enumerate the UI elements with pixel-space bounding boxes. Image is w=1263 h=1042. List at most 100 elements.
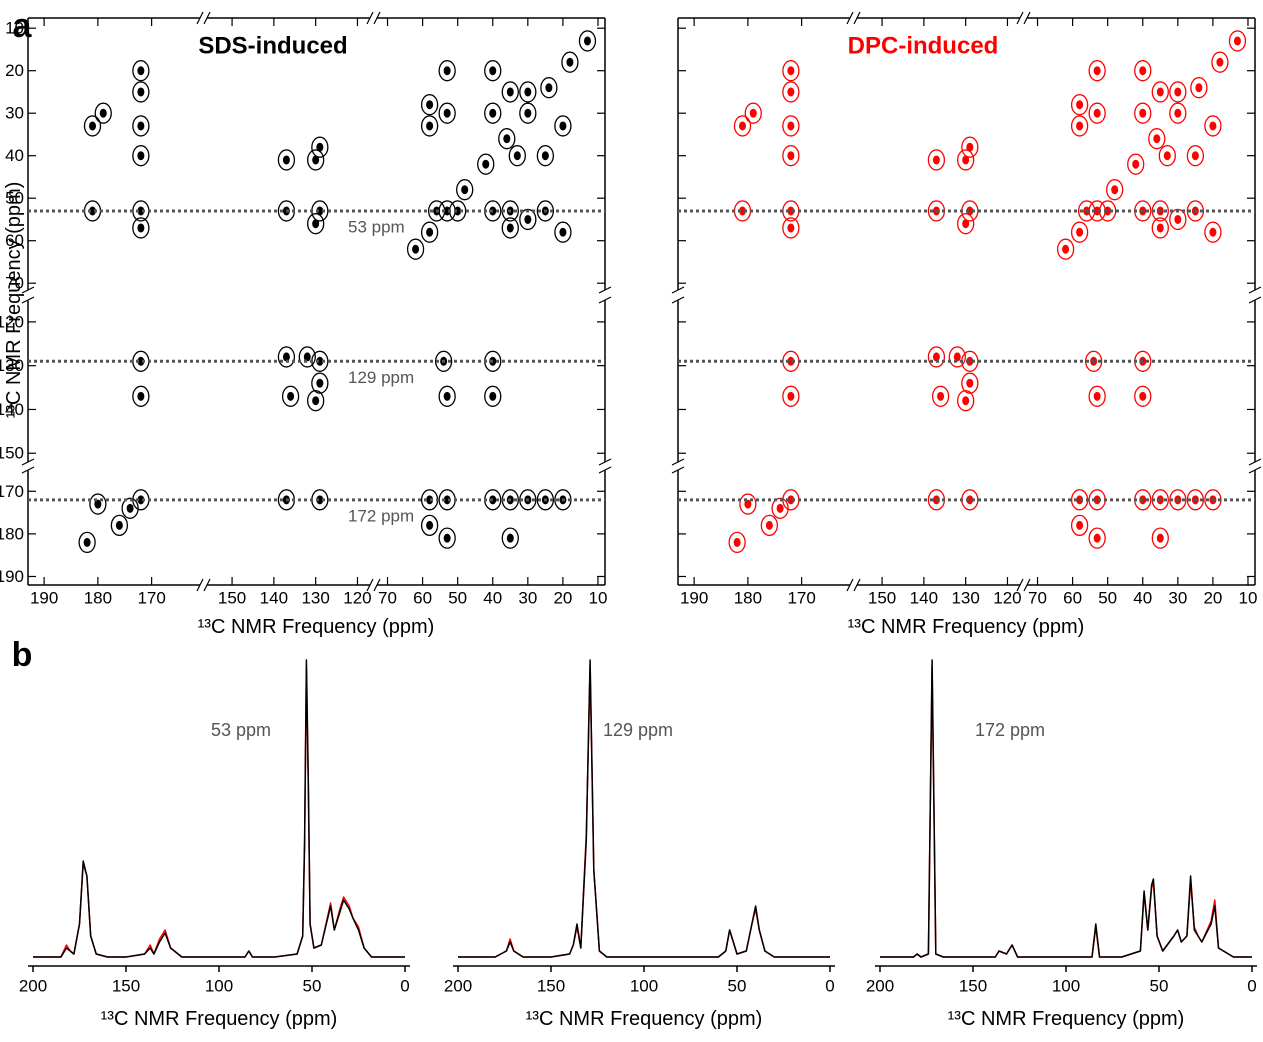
peak-core	[507, 534, 514, 543]
peak-core	[787, 223, 794, 232]
peak-core	[444, 534, 451, 543]
spectrum-line	[458, 666, 830, 957]
peak-core	[787, 151, 794, 160]
peak-core	[287, 392, 294, 401]
peak-core	[1076, 521, 1083, 530]
peak-core	[1076, 121, 1083, 130]
peak-core	[566, 58, 573, 67]
spectrum-line	[33, 660, 405, 957]
peak-core	[503, 134, 510, 143]
peak-core	[933, 155, 940, 164]
peak-core	[559, 121, 566, 130]
x-tick-label: 150	[868, 589, 896, 608]
y-tick-label: 170	[0, 482, 24, 501]
x-tick-label: 30	[1168, 589, 1187, 608]
peak-core	[116, 521, 123, 530]
peak-core	[787, 121, 794, 130]
peak-core	[489, 109, 496, 118]
x-tick-label: 0	[825, 977, 834, 996]
x-tick-label: 120	[343, 589, 371, 608]
peak-core	[426, 521, 433, 530]
x-tick-label: 10	[589, 589, 608, 608]
y-tick-label: 40	[5, 146, 24, 165]
peak-core	[1234, 36, 1241, 45]
peak-core	[316, 379, 323, 388]
peak-core	[1192, 151, 1199, 160]
peak-core	[1062, 245, 1069, 254]
peak-core	[137, 392, 144, 401]
spectrum-line	[458, 660, 830, 957]
panel-letter: b	[12, 636, 33, 674]
peak-core	[962, 219, 969, 228]
y-tick-label: 190	[0, 567, 24, 586]
x-axis-label: ¹³C NMR Frequency (ppm)	[101, 1008, 338, 1030]
peak-core	[426, 121, 433, 130]
slice-label: 172 ppm	[348, 506, 414, 525]
peak-core	[444, 66, 451, 75]
peak-core	[1132, 160, 1139, 169]
panel-title: SDS-induced	[198, 33, 347, 60]
peak-core	[1209, 121, 1216, 130]
spectrum-line	[880, 660, 1252, 957]
x-tick-label: 40	[1133, 589, 1152, 608]
peak-core	[137, 223, 144, 232]
x-tick-label: 50	[1098, 589, 1117, 608]
x-tick-label: 50	[448, 589, 467, 608]
peak-core	[1157, 223, 1164, 232]
peak-core	[739, 121, 746, 130]
x-tick-label: 50	[1150, 977, 1169, 996]
x-tick-label: 100	[1052, 977, 1080, 996]
peak-core	[937, 392, 944, 401]
peak-core	[489, 392, 496, 401]
peak-core	[461, 185, 468, 194]
peak-core	[507, 87, 514, 96]
page: {"chart_data": [ {"type": "contour2d", "…	[0, 0, 1263, 1037]
peak-core	[316, 143, 323, 152]
x-tick-label: 100	[205, 977, 233, 996]
peak-core	[1139, 109, 1146, 118]
peak-core	[426, 100, 433, 109]
peak-core	[559, 228, 566, 237]
x-tick-label: 200	[444, 977, 472, 996]
x-axis-label: ¹³C NMR Frequency (ppm)	[848, 616, 1085, 638]
peak-core	[489, 66, 496, 75]
peak-core	[1174, 215, 1181, 224]
x-tick-label: 190	[680, 589, 708, 608]
peak-core	[787, 392, 794, 401]
x-tick-label: 190	[30, 589, 58, 608]
x-tick-label: 0	[1247, 977, 1256, 996]
slice-annotation: 129 ppm	[603, 720, 673, 740]
peak-core	[1076, 228, 1083, 237]
peak-core	[100, 109, 107, 118]
peak-core	[1209, 228, 1216, 237]
peak-core	[127, 504, 134, 513]
slice-label: 129 ppm	[348, 368, 414, 387]
x-tick-label: 180	[84, 589, 112, 608]
x-tick-label: 70	[1028, 589, 1047, 608]
peak-core	[545, 83, 552, 92]
peak-core	[524, 215, 531, 224]
x-tick-label: 150	[218, 589, 246, 608]
x-tick-label: 70	[378, 589, 397, 608]
peak-core	[777, 504, 784, 513]
x-tick-label: 100	[630, 977, 658, 996]
peak-core	[444, 109, 451, 118]
peak-core	[1094, 109, 1101, 118]
peak-core	[137, 151, 144, 160]
x-tick-label: 150	[537, 977, 565, 996]
x-tick-label: 200	[866, 977, 894, 996]
x-tick-label: 200	[19, 977, 47, 996]
peak-core	[787, 66, 794, 75]
x-tick-label: 30	[518, 589, 537, 608]
x-tick-label: 170	[137, 589, 165, 608]
peak-core	[750, 109, 757, 118]
peak-core	[734, 538, 741, 547]
x-tick-label: 50	[303, 977, 322, 996]
x-tick-label: 130	[951, 589, 979, 608]
x-tick-label: 60	[413, 589, 432, 608]
peak-core	[1139, 392, 1146, 401]
peak-core	[966, 143, 973, 152]
peak-core	[584, 36, 591, 45]
figure: 1901801701501401301207060504030201010203…	[0, 0, 1263, 1037]
x-tick-label: 60	[1063, 589, 1082, 608]
